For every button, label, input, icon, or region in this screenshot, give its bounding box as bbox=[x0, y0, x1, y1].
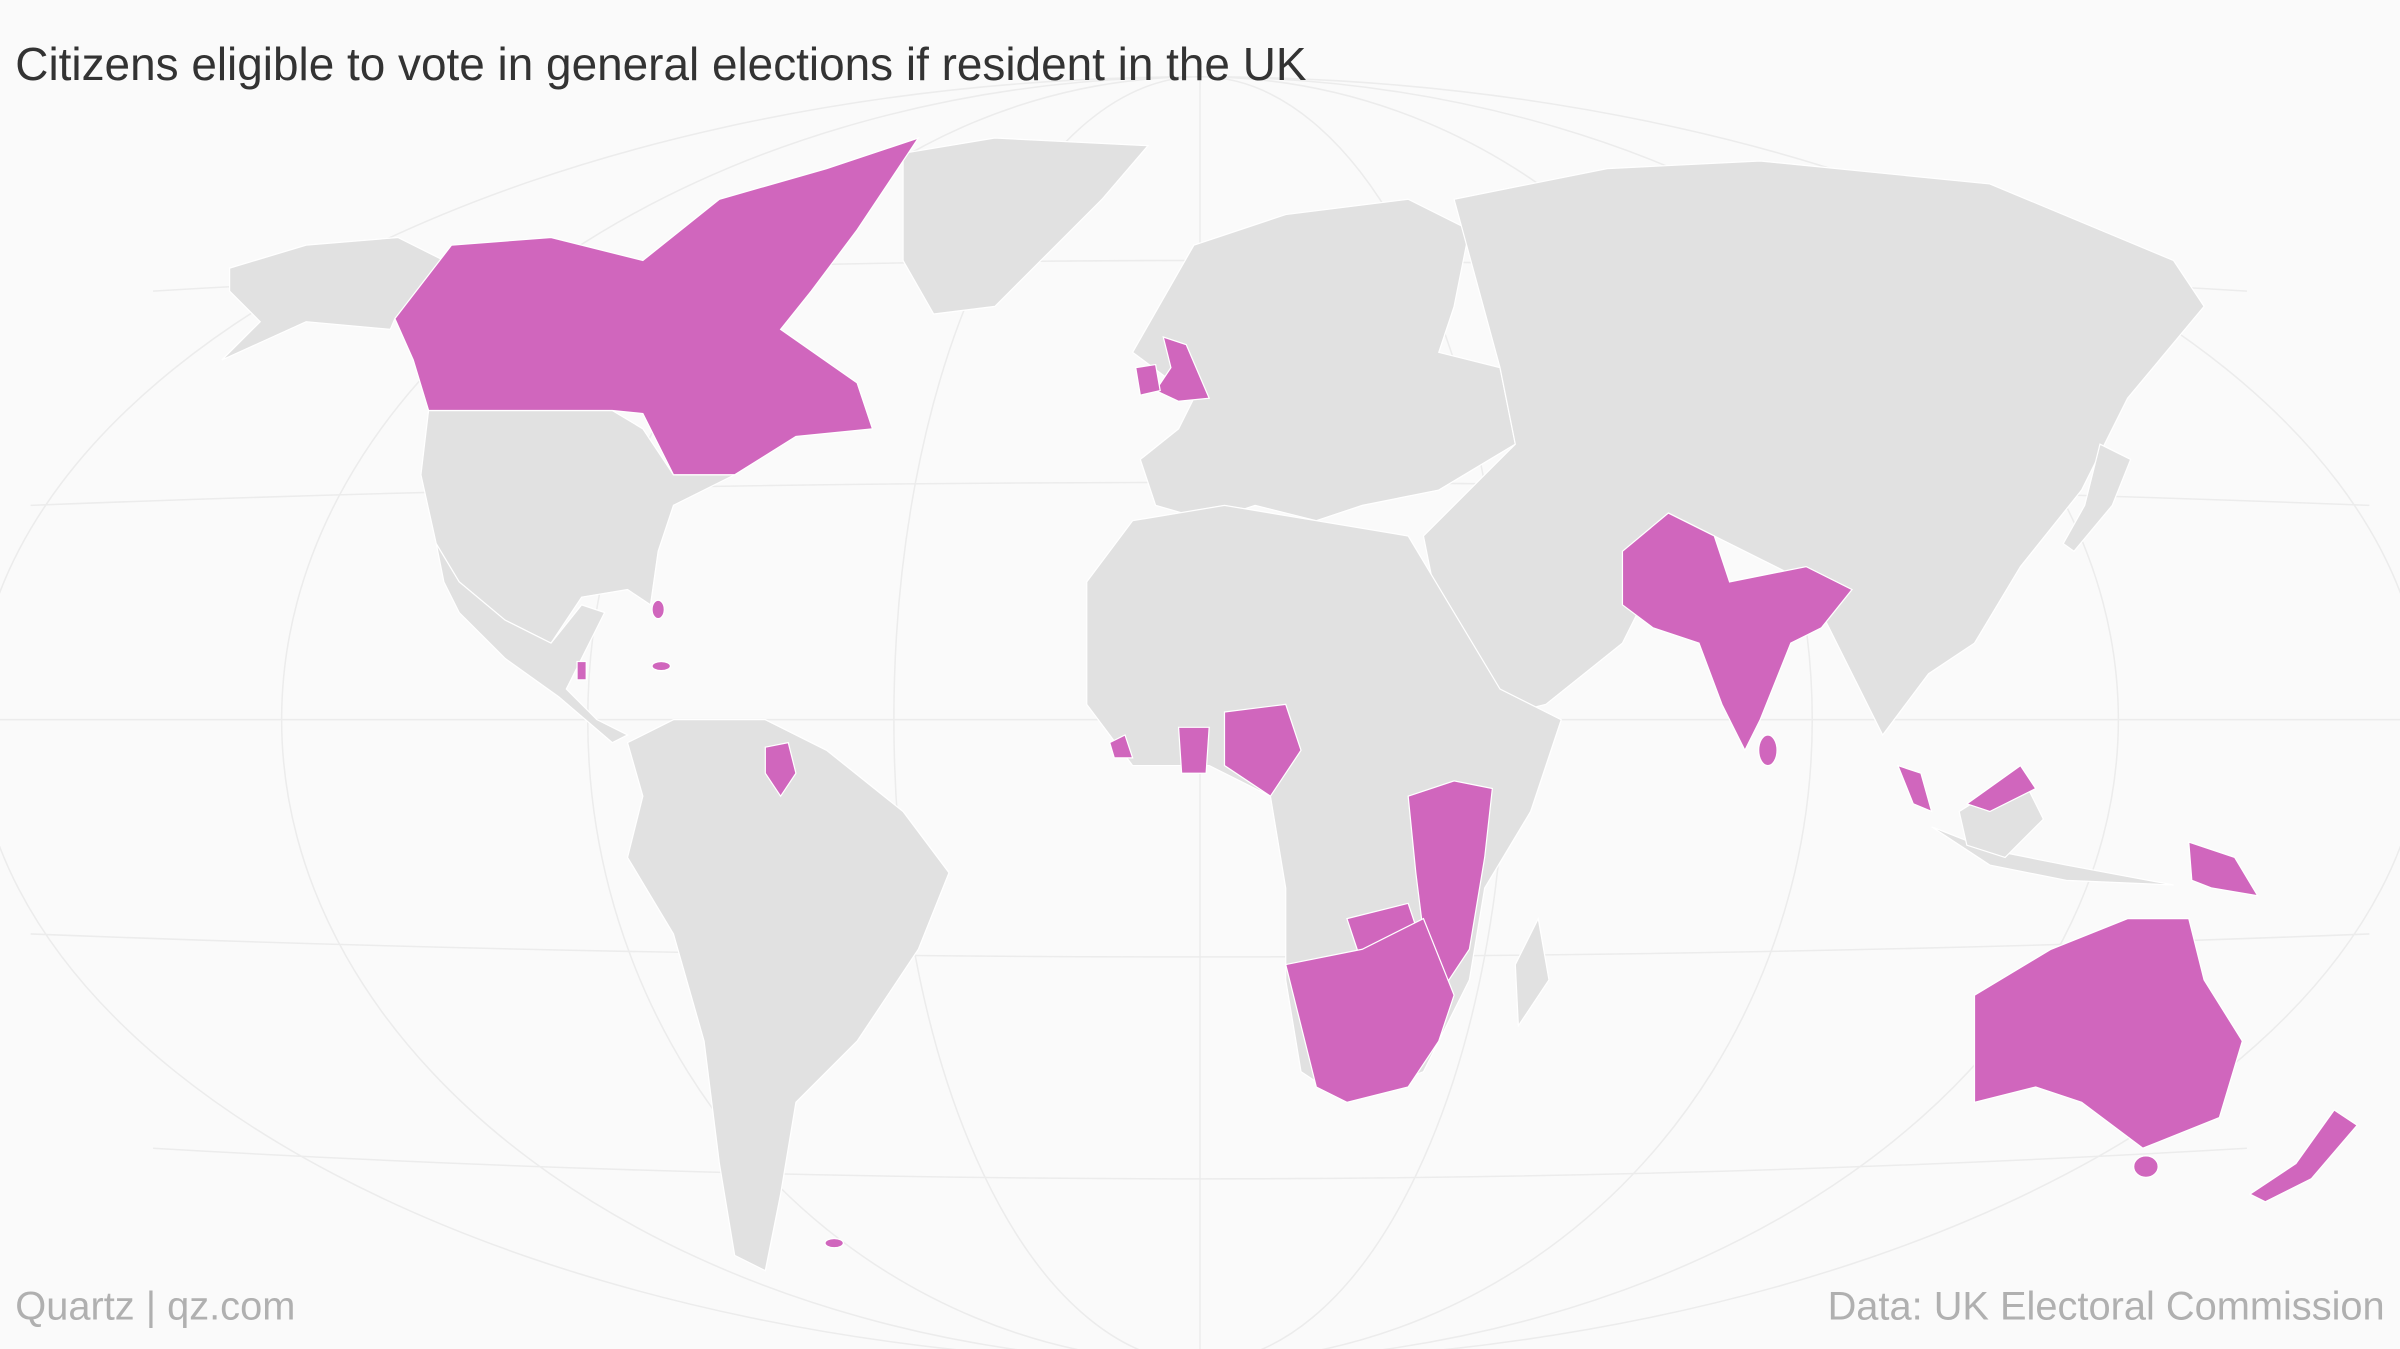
southern-africa bbox=[1284, 917, 1455, 1103]
canada bbox=[394, 136, 920, 476]
ghana bbox=[1177, 726, 1210, 774]
belize bbox=[576, 660, 587, 681]
chart-title: Citizens eligible to vote in general ele… bbox=[15, 38, 1307, 90]
tasmania bbox=[2133, 1155, 2159, 1178]
india bbox=[1621, 512, 1853, 752]
guyana bbox=[764, 741, 797, 798]
credit: Quartz | qz.com bbox=[15, 1285, 295, 1329]
sri-lanka bbox=[1758, 734, 1778, 767]
land bbox=[221, 137, 2205, 1272]
malaysia-borneo bbox=[1965, 764, 2037, 813]
australia bbox=[1973, 918, 2244, 1149]
central-america bbox=[435, 543, 629, 744]
ireland bbox=[1135, 363, 1161, 396]
papua-new-guinea bbox=[2188, 841, 2259, 897]
sierra-leone bbox=[1108, 734, 1134, 759]
malaysia bbox=[1896, 764, 1933, 813]
bahamas bbox=[651, 599, 665, 620]
madagascar bbox=[1514, 916, 1550, 1028]
nigeria bbox=[1223, 703, 1302, 798]
europe bbox=[1131, 198, 1516, 522]
japan bbox=[2062, 443, 2132, 553]
jamaica bbox=[651, 660, 672, 672]
falklands bbox=[824, 1237, 844, 1249]
eligible-countries bbox=[394, 136, 2359, 1249]
south-america bbox=[626, 719, 950, 1272]
new-zealand bbox=[2248, 1109, 2359, 1203]
uk bbox=[1154, 336, 1211, 402]
greenland bbox=[902, 137, 1150, 315]
source: Data: UK Electoral Commission bbox=[1828, 1285, 2385, 1329]
alaska bbox=[221, 236, 445, 361]
